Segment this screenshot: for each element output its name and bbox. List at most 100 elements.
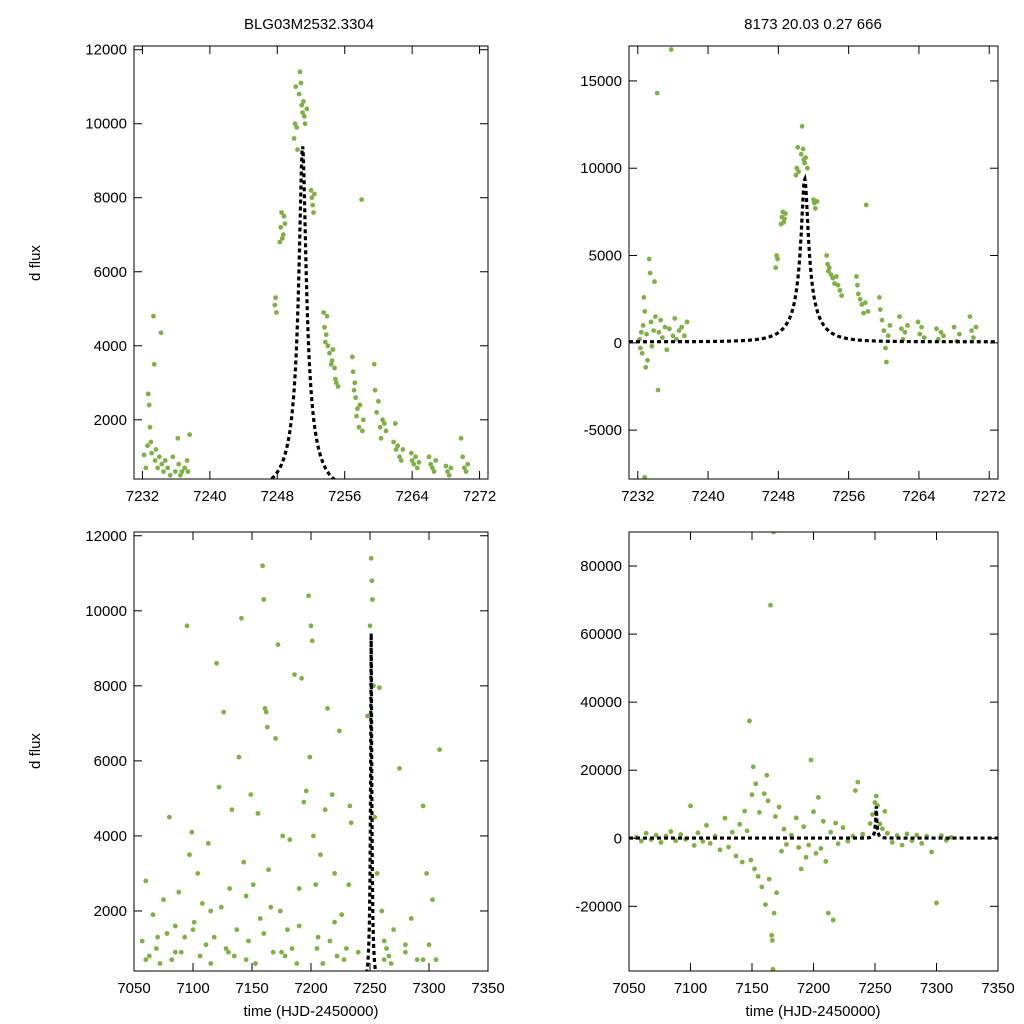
y-tick-label: 4000 xyxy=(94,828,127,845)
data-point xyxy=(139,938,145,944)
data-point xyxy=(904,831,910,837)
x-tick-label: 7050 xyxy=(117,980,150,997)
data-point xyxy=(781,826,787,832)
data-point xyxy=(334,953,340,959)
panel-top-left: 7232 7240 7248 7256 7264 7272 2000 4000 6000 8000… xyxy=(27,42,496,505)
data-point xyxy=(241,859,247,865)
data-point xyxy=(184,458,190,463)
data-point xyxy=(776,804,782,810)
data-point xyxy=(356,424,362,430)
data-point xyxy=(739,859,745,865)
data-point xyxy=(386,953,392,959)
data-point xyxy=(726,844,731,850)
data-point xyxy=(814,199,820,204)
data-point xyxy=(203,942,209,948)
data-point xyxy=(264,724,270,730)
data-point xyxy=(346,882,352,888)
data-point xyxy=(676,328,682,333)
data-point xyxy=(883,345,888,351)
fit-curve xyxy=(629,173,998,344)
data-point xyxy=(229,807,235,813)
data-point xyxy=(325,343,331,349)
data-point xyxy=(301,99,306,104)
data-point xyxy=(773,265,779,271)
data-point xyxy=(839,293,844,299)
points-top-right xyxy=(637,47,979,479)
data-point xyxy=(458,435,464,441)
data-point xyxy=(798,151,804,157)
data-point xyxy=(430,465,435,471)
data-point xyxy=(795,144,801,150)
data-point xyxy=(300,110,305,115)
data-point xyxy=(270,949,276,955)
data-point xyxy=(151,361,157,367)
data-point xyxy=(273,736,278,741)
data-point xyxy=(282,953,288,959)
data-point xyxy=(272,302,278,308)
data-point xyxy=(289,946,295,951)
data-point xyxy=(208,961,214,966)
data-point xyxy=(216,784,222,790)
y-tick-label: 10000 xyxy=(85,116,127,133)
data-point xyxy=(377,685,382,691)
y-tick-label: 60000 xyxy=(580,626,622,643)
data-point xyxy=(917,331,923,337)
data-point xyxy=(830,917,836,923)
data-point xyxy=(304,106,310,112)
data-point xyxy=(413,454,418,460)
data-point xyxy=(426,454,432,460)
data-point xyxy=(329,792,335,797)
data-point xyxy=(374,410,380,415)
data-point xyxy=(322,339,328,345)
data-point xyxy=(146,402,152,408)
data-point xyxy=(189,829,195,835)
data-point xyxy=(313,882,319,888)
data-point xyxy=(150,912,156,918)
y-tick-label: 4000 xyxy=(94,338,127,355)
data-point xyxy=(307,754,313,760)
data-point xyxy=(250,882,256,888)
data-point xyxy=(951,324,957,330)
data-point xyxy=(765,798,771,804)
data-point xyxy=(268,904,274,910)
x-tick-label: 7200 xyxy=(294,980,327,997)
data-point xyxy=(854,274,859,279)
data-point xyxy=(899,326,904,332)
data-point xyxy=(255,811,261,816)
y-tick-label: -5000 xyxy=(584,422,622,439)
data-point xyxy=(320,961,326,966)
data-point xyxy=(852,788,858,793)
y-tick-label: 8000 xyxy=(94,678,127,695)
data-point xyxy=(835,841,841,847)
data-point xyxy=(653,314,658,319)
plot-frame xyxy=(133,531,489,972)
data-point xyxy=(296,886,302,891)
data-point xyxy=(157,961,163,966)
data-point xyxy=(411,461,417,467)
y-tick-label: 6000 xyxy=(94,753,127,770)
data-point xyxy=(670,333,676,339)
y-tick-label: 10000 xyxy=(580,160,622,177)
x-tick-label: 7272 xyxy=(463,488,496,505)
data-point xyxy=(311,210,316,215)
data-point xyxy=(327,938,333,944)
data-point xyxy=(643,830,649,836)
data-point xyxy=(280,833,286,839)
data-point xyxy=(370,597,375,602)
data-point xyxy=(779,848,784,854)
data-point xyxy=(771,532,776,535)
data-point xyxy=(707,841,713,846)
data-point xyxy=(437,747,442,752)
data-point xyxy=(769,938,775,943)
data-point xyxy=(644,331,649,337)
data-point xyxy=(296,923,302,929)
data-point xyxy=(262,706,268,711)
data-point xyxy=(820,818,826,824)
data-point xyxy=(755,874,761,879)
data-point xyxy=(231,953,237,959)
data-point xyxy=(668,829,674,834)
data-point xyxy=(352,380,358,386)
data-point xyxy=(148,439,154,445)
data-point xyxy=(172,469,178,474)
